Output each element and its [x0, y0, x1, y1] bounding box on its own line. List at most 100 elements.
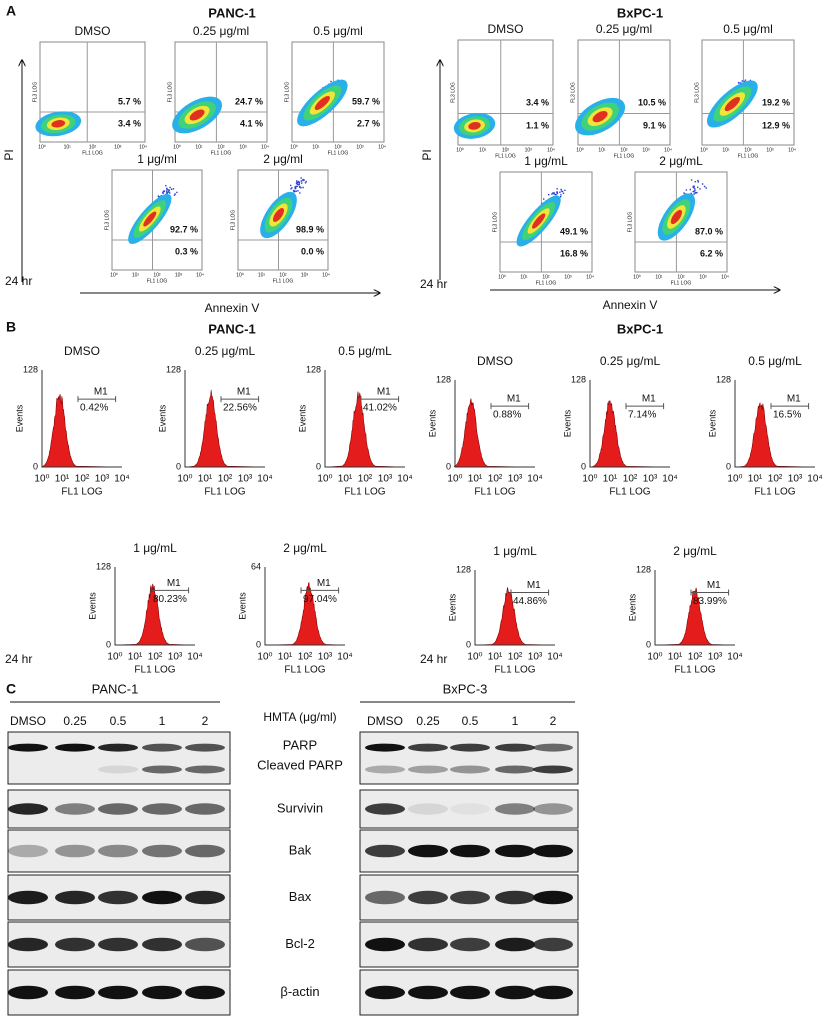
tick-label: 10³ [508, 474, 523, 485]
time-label: 24 hr [5, 274, 32, 288]
tick-label: 10⁰ [447, 474, 462, 485]
group-title: PANC-1 [208, 5, 255, 20]
condition: 1 μg/ml [137, 152, 177, 166]
condition: 2 μg/mL [283, 541, 327, 555]
histogram [186, 389, 264, 468]
quadrant-percent: 0.0 % [301, 246, 324, 256]
y-max: 128 [636, 564, 651, 574]
axis-label: FL1 LOG [344, 487, 385, 498]
band [55, 890, 95, 905]
axes [654, 570, 735, 646]
axis-label: Events [427, 409, 437, 437]
y-max: 128 [716, 374, 731, 384]
group-title: BxPC-1 [617, 321, 663, 336]
band [8, 803, 48, 815]
axis-label: Events [562, 409, 572, 437]
plot-axis-label: FL3 LOG [450, 82, 456, 103]
condition: 0.25 μg/ml [193, 24, 249, 38]
protein-label: β-actin [280, 984, 319, 999]
tick-label: 10⁰ [633, 274, 641, 280]
tick-label: 10² [677, 274, 685, 280]
axis-label: Events [297, 404, 307, 432]
plot-axis-label: FL3 LOG [104, 210, 110, 231]
tick-label: 10⁴ [586, 274, 594, 280]
quadrant-percent: 10.5 % [638, 97, 666, 107]
tick-label: 10³ [114, 144, 122, 150]
tick-label: 10² [89, 144, 97, 150]
lane-label: 0.5 [110, 714, 127, 728]
plot-axis-label: FL3 LOG [694, 82, 700, 103]
axis-label: FL1 LOG [284, 665, 325, 676]
gate-percent: 41.02% [363, 403, 397, 414]
tick-label: 10¹ [278, 652, 293, 663]
lane-label: DMSO [10, 714, 46, 728]
tick-label: 10⁴ [727, 652, 742, 663]
y-max: 128 [571, 374, 586, 384]
condition: 1 μg/mL [133, 541, 177, 555]
gate-percent: 22.56% [223, 403, 257, 414]
axes [264, 567, 345, 646]
band [533, 890, 573, 905]
protein-label: Bak [289, 842, 312, 857]
y-max: 128 [306, 364, 321, 374]
tick-label: 10⁴ [397, 474, 412, 485]
band [185, 803, 225, 815]
axis-label: PI [2, 149, 16, 160]
time-label: 24 hr [5, 652, 32, 666]
tick-label: 10⁴ [664, 147, 672, 153]
band [8, 890, 48, 905]
condition: 0.25 μg/mL [600, 354, 661, 368]
y-min: 0 [256, 639, 261, 649]
tick-label: 10⁴ [547, 652, 562, 663]
tick-label: 10³ [168, 652, 183, 663]
quadrant-percent: 0.3 % [175, 246, 198, 256]
gate-percent: 16.5% [773, 410, 801, 421]
plot-frame [39, 41, 146, 143]
lane-label: 2 [550, 714, 557, 728]
gate [625, 403, 665, 410]
axis-label: Annexin V [603, 298, 658, 312]
tick-label: 10² [148, 652, 163, 663]
plot-axis-label: FL1 LOG [328, 150, 349, 156]
quadrant-percent: 12.9 % [762, 120, 790, 130]
tick-label: 10¹ [603, 474, 618, 485]
histogram [591, 400, 669, 468]
tick-label: 10³ [239, 144, 247, 150]
axes [184, 370, 265, 468]
tick-label: 10⁴ [788, 147, 796, 153]
axis-label: Events [157, 404, 167, 432]
gate [690, 589, 730, 596]
quadrant-percent: 87.0 % [695, 226, 723, 236]
tick-label: 10⁰ [38, 144, 46, 150]
time-label: 24 hr [420, 652, 447, 666]
tick-label: 10⁰ [107, 652, 122, 663]
band [533, 985, 573, 1000]
condition: 0.5 μg/mL [748, 354, 802, 368]
lane-label: 0.5 [462, 714, 479, 728]
tick-label: 10¹ [55, 474, 70, 485]
band [185, 937, 225, 952]
axis-label: FL1 LOG [474, 487, 515, 498]
quadrant-percent: 2.7 % [357, 118, 380, 128]
gate-percent: 97.04% [303, 594, 337, 605]
histogram [476, 587, 554, 646]
band [365, 743, 405, 752]
condition: 2 μg/mL [659, 154, 703, 168]
cell-dots [663, 179, 707, 231]
quadrant-percent: 3.4 % [526, 97, 549, 107]
protein-label: Bax [289, 889, 312, 904]
plot-axis-label: FL3 LOG [230, 210, 236, 231]
density [670, 209, 682, 225]
tick-label: 10³ [788, 474, 803, 485]
axes [41, 370, 122, 468]
histogram [326, 391, 404, 468]
condition: 0.25 μg/mL [195, 344, 256, 358]
histogram [266, 581, 344, 646]
tick-label: 10³ [95, 474, 110, 485]
density [272, 208, 285, 222]
protein-label: Bcl-2 [285, 936, 315, 951]
band [533, 803, 573, 815]
lane-label: 2 [202, 714, 209, 728]
density [314, 96, 330, 110]
tick-label: 10² [744, 147, 752, 153]
